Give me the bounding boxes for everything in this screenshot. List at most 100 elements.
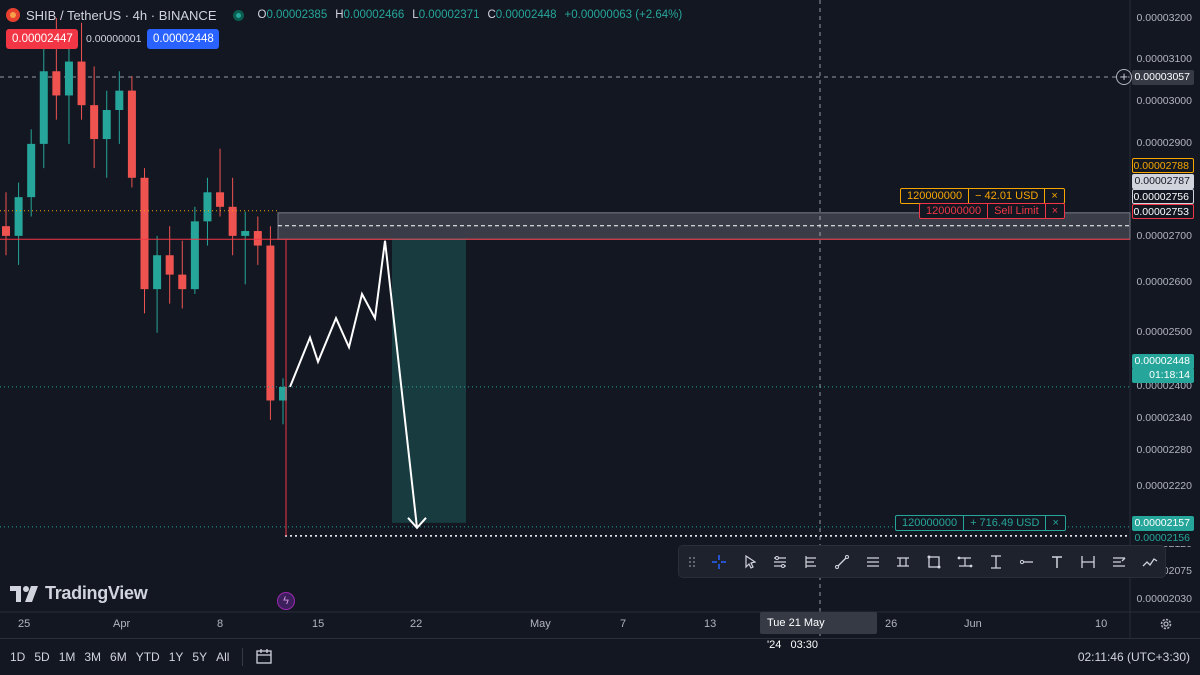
last-price-tag: 0.00002448	[1132, 354, 1194, 369]
time-tick-label: 22	[410, 618, 423, 630]
ohlc-change: +0.00000063 (+2.64%)	[564, 9, 683, 21]
crosshair-time: 03:30	[790, 639, 819, 651]
candle-body	[203, 192, 212, 222]
stop-order-box[interactable]: 120000000 − 42.01 USD ×	[900, 188, 1065, 204]
timeframe-6m[interactable]: 6M	[110, 650, 127, 664]
sell-button[interactable]: 0.00002447	[6, 29, 78, 49]
target-zone	[392, 239, 466, 523]
market-open-icon	[232, 9, 244, 21]
take-profit-order-box[interactable]: 120000000 + 716.49 USD ×	[895, 515, 1066, 531]
sell-limit-order-box[interactable]: 120000000 Sell Limit ×	[919, 203, 1066, 219]
crosshair-icon[interactable]	[704, 548, 735, 576]
timeframe-all[interactable]: All	[216, 650, 230, 664]
ohlc-close-value: 0.00002448	[495, 9, 557, 21]
path-icon[interactable]	[1134, 548, 1165, 576]
symbol-header: SHIB / TetherUS · 4h · BINANCE O0.000023…	[6, 6, 690, 24]
price-range-icon[interactable]	[1073, 548, 1104, 576]
ohlc-close: C0.00002448	[487, 9, 556, 21]
tp-pnl: + 716.49 USD	[964, 516, 1047, 530]
candle-body	[115, 90, 124, 110]
tradingview-logo[interactable]: TradingView	[10, 583, 148, 604]
candle-body	[216, 192, 225, 207]
candle-body	[64, 61, 73, 96]
ohlc-high-value: 0.00002466	[343, 9, 405, 21]
limit-qty: 120000000	[920, 204, 989, 218]
buy-button[interactable]: 0.00002448	[147, 29, 219, 49]
drag-handle-icon[interactable]	[683, 548, 704, 576]
timeframe-5y[interactable]: 5Y	[192, 650, 208, 664]
price-tick-label: 0.00003100	[1136, 53, 1192, 65]
price-tick-label: 0.00002280	[1136, 444, 1192, 456]
ohlc-low-key: L	[412, 9, 419, 21]
text-icon[interactable]	[1042, 548, 1073, 576]
cursor-icon[interactable]	[734, 548, 765, 576]
time-tick-label: Apr	[113, 618, 131, 630]
candle-body	[39, 71, 48, 144]
stop-pnl: − 42.01 USD	[969, 189, 1046, 203]
candle-body	[241, 231, 250, 236]
tradingview-logo-icon	[10, 585, 38, 602]
candle-body	[190, 221, 199, 290]
price-tick-label: 0.00003200	[1136, 12, 1192, 24]
status-clock[interactable]: 02:11:46 (UTC+3:30)	[1077, 650, 1190, 664]
crosshair-date: Tue 21 May '24	[767, 617, 825, 651]
time-tick-label: 7	[620, 618, 627, 630]
horizontal-lines-icon[interactable]	[765, 548, 796, 576]
drawing-toolbar[interactable]	[678, 545, 1166, 578]
ohlc-open-key: O	[257, 9, 267, 21]
price-tick-label: 0.00002500	[1136, 326, 1192, 338]
time-tick-label: 25	[18, 618, 31, 630]
parallel-channel-icon[interactable]	[857, 548, 888, 576]
tp-close-icon[interactable]: ×	[1052, 517, 1059, 529]
price-tick-label: 0.00003000	[1136, 95, 1192, 107]
candle-body	[52, 71, 61, 96]
symbol-title[interactable]: SHIB / TetherUS · 4h · BINANCE	[26, 7, 217, 23]
timeframe-1y[interactable]: 1Y	[168, 650, 184, 664]
ohlc-open-value: 0.00002385	[266, 9, 328, 21]
price-tick-label: 0.00002220	[1136, 480, 1192, 492]
ohlc-close-key: C	[487, 9, 496, 21]
logo-text: TradingView	[45, 583, 148, 603]
projection-drawing[interactable]	[289, 240, 427, 530]
time-tick-label: May	[530, 618, 551, 630]
price-tick-label: 0.00002400	[1136, 380, 1192, 392]
timeframe-1d[interactable]: 1D	[10, 650, 26, 664]
projection-path	[289, 240, 418, 528]
spread-value: 0.00000001	[86, 33, 142, 45]
ohlc-high-key: H	[335, 9, 344, 21]
timeframe-ytd[interactable]: YTD	[135, 650, 160, 664]
timeframe-bar: 1D 5D 1M 3M 6M YTD 1Y 5Y All 02:11:46 (UTC+3:30)	[0, 638, 1200, 675]
shib-logo-icon	[6, 8, 20, 22]
long-position-icon[interactable]	[980, 548, 1011, 576]
rectangle-icon[interactable]	[919, 548, 950, 576]
stop-close-icon[interactable]: ×	[1051, 190, 1058, 202]
candle-body	[90, 105, 99, 140]
fib-retracement-icon[interactable]	[796, 548, 827, 576]
tp-qty: 120000000	[896, 516, 965, 530]
pitchfork-icon[interactable]	[888, 548, 919, 576]
ohlc-low: L0.00002371	[412, 9, 479, 21]
stop-upper-tag: 0.00002788	[1132, 158, 1194, 173]
time-tick-label: 10	[1095, 618, 1108, 630]
add-alert-icon[interactable]: +	[1116, 69, 1132, 85]
sell-limit-tag: 0.00002753	[1132, 204, 1194, 219]
date-range-icon[interactable]	[950, 548, 981, 576]
candle-body	[253, 231, 262, 246]
timeframe-1m[interactable]: 1M	[58, 650, 76, 664]
ohlc-open: O0.00002385	[258, 9, 328, 21]
candles	[2, 18, 287, 425]
limit-close-icon[interactable]: ×	[1051, 205, 1059, 217]
settings-gear-icon[interactable]	[1159, 617, 1173, 631]
lightning-event-icon[interactable]: ϟ	[277, 592, 295, 610]
timeframe-5d[interactable]: 5D	[34, 650, 50, 664]
candle-body	[228, 206, 237, 236]
timeframe-3m[interactable]: 3M	[84, 650, 102, 664]
stop-price-tag: 0.00002787	[1132, 174, 1194, 189]
brush-icon[interactable]	[1103, 548, 1134, 576]
price-tick-label: 0.00002030	[1136, 593, 1192, 605]
horizontal-ray-icon[interactable]	[1011, 548, 1042, 576]
time-tick-label: Jun	[964, 618, 982, 630]
trend-line-icon[interactable]	[827, 548, 858, 576]
calendar-icon[interactable]	[255, 647, 273, 668]
